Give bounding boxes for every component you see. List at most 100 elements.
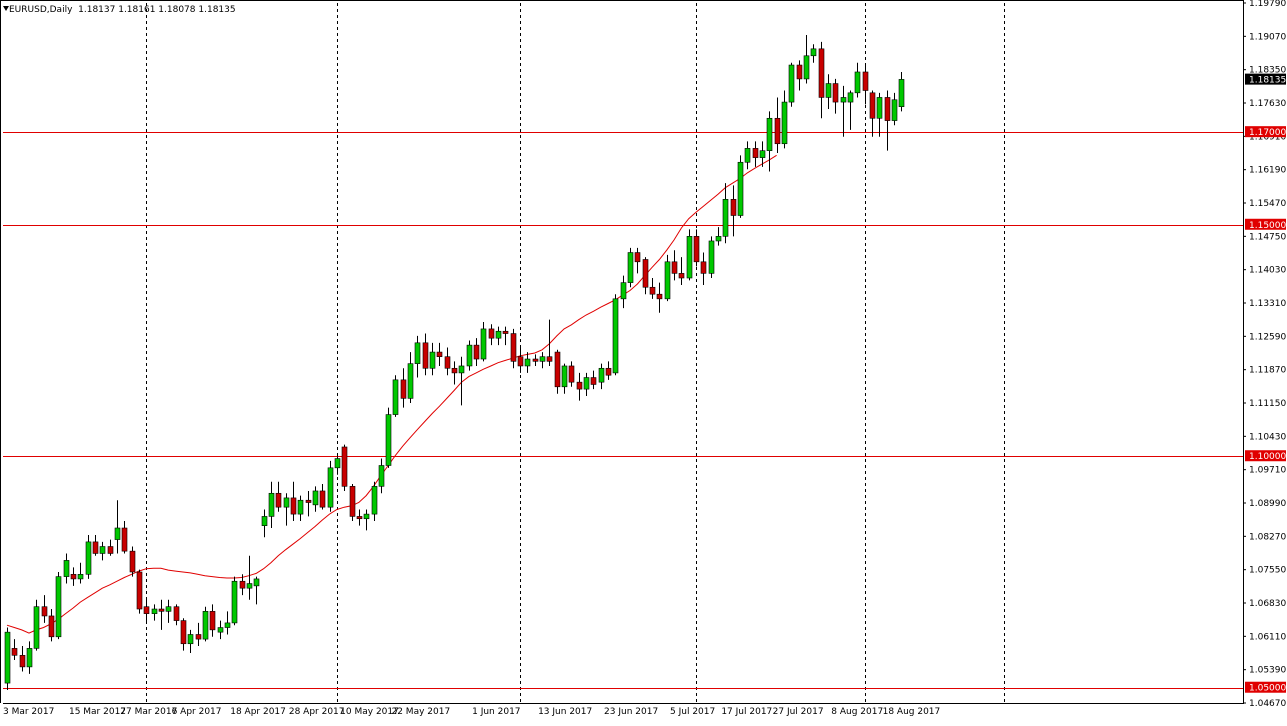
price-tick-label: 1.11150 bbox=[1249, 399, 1286, 409]
candle-body bbox=[766, 117, 773, 151]
candle-body bbox=[568, 365, 575, 383]
candle-body bbox=[202, 611, 209, 640]
candle bbox=[715, 227, 722, 246]
price-tick-label: 1.06110 bbox=[1249, 632, 1286, 642]
candle-body bbox=[715, 236, 722, 242]
candle bbox=[664, 254, 671, 302]
price-tick-label: 1.09710 bbox=[1249, 466, 1286, 476]
candle bbox=[884, 90, 891, 151]
candle-body bbox=[700, 261, 707, 274]
candle bbox=[840, 85, 847, 137]
candle-body bbox=[436, 351, 443, 358]
candle-body bbox=[268, 492, 275, 517]
candle bbox=[583, 372, 590, 397]
time-axis-label: 10 May 2017 bbox=[340, 707, 399, 717]
candle bbox=[400, 368, 407, 408]
candle bbox=[510, 328, 517, 369]
candle-body bbox=[99, 546, 106, 554]
candle bbox=[99, 541, 106, 561]
candle bbox=[766, 111, 773, 172]
candle bbox=[759, 141, 766, 167]
candle bbox=[275, 481, 282, 512]
candle bbox=[627, 247, 634, 288]
candle bbox=[818, 41, 825, 119]
candle-body bbox=[378, 465, 385, 487]
candle-body bbox=[664, 261, 671, 300]
ohlc-values: 1.18137 1.18161 1.18078 1.18135 bbox=[78, 5, 236, 15]
candle bbox=[136, 569, 143, 614]
candle-body bbox=[656, 293, 663, 300]
candle bbox=[173, 604, 180, 626]
candle-body bbox=[92, 541, 99, 554]
candle bbox=[11, 639, 18, 660]
candle bbox=[466, 340, 473, 371]
candle-body bbox=[781, 101, 788, 145]
candle bbox=[202, 606, 209, 642]
price-tick-label: 1.11870 bbox=[1249, 366, 1286, 376]
candle-body bbox=[891, 99, 898, 121]
candle bbox=[722, 183, 729, 244]
candle-body bbox=[48, 615, 55, 638]
time-axis-label: 13 Jun 2017 bbox=[538, 707, 592, 717]
candle-body bbox=[414, 342, 421, 364]
candle-body bbox=[290, 497, 297, 515]
time-axis-label: 8 Aug 2017 bbox=[831, 707, 883, 717]
time-axis-label: 6 Apr 2017 bbox=[172, 707, 222, 717]
candle-body bbox=[671, 261, 678, 274]
price-badges: 1.17000 1.15000 1.10000 1.05000 1.18135 bbox=[1245, 73, 1286, 694]
axes bbox=[0, 0, 1244, 704]
candle bbox=[231, 576, 238, 626]
candle bbox=[165, 599, 172, 623]
candle bbox=[502, 326, 509, 346]
candle bbox=[825, 74, 832, 110]
candle-body bbox=[752, 148, 759, 158]
level-badge bbox=[1245, 218, 1286, 230]
candle bbox=[63, 553, 70, 584]
candle-body bbox=[261, 516, 268, 526]
chart-menu-arrow-icon[interactable] bbox=[3, 6, 9, 11]
level-badge-label: 1.17000 bbox=[1249, 128, 1286, 138]
candle-body bbox=[180, 620, 187, 645]
candle-body bbox=[400, 379, 407, 399]
price-tick-label: 1.05390 bbox=[1249, 666, 1286, 676]
candle bbox=[158, 599, 165, 630]
price-tick-label: 1.19790 bbox=[1249, 0, 1286, 9]
candle-body bbox=[693, 236, 700, 263]
candle-body bbox=[517, 356, 524, 367]
candle-body bbox=[554, 351, 561, 388]
candle-body bbox=[275, 492, 282, 508]
price-tick-label: 1.13310 bbox=[1249, 299, 1286, 309]
candle bbox=[898, 71, 905, 112]
candle-body bbox=[788, 64, 795, 103]
candle-body bbox=[349, 486, 356, 517]
price-tick-label: 1.19070 bbox=[1249, 32, 1286, 42]
level-badge-label: 1.15000 bbox=[1249, 221, 1286, 231]
candle-body bbox=[392, 379, 399, 415]
candle bbox=[114, 500, 121, 554]
candle-body bbox=[77, 573, 84, 580]
candle-body bbox=[121, 527, 128, 552]
time-axis-label: 18 Apr 2017 bbox=[230, 707, 286, 717]
candle bbox=[598, 363, 605, 390]
price-tick-label: 1.08990 bbox=[1249, 499, 1286, 509]
price-tick-label: 1.07550 bbox=[1249, 566, 1286, 576]
candle-body bbox=[612, 298, 619, 374]
candle-body bbox=[114, 527, 121, 540]
candle-body bbox=[510, 333, 517, 362]
candle-body bbox=[297, 499, 304, 515]
price-tick-label: 1.12590 bbox=[1249, 332, 1286, 342]
candle-body bbox=[41, 606, 48, 617]
candle-body bbox=[832, 83, 839, 103]
candle bbox=[480, 321, 487, 362]
candle-body bbox=[217, 627, 224, 633]
candle bbox=[246, 555, 253, 600]
candle bbox=[341, 444, 348, 491]
candle bbox=[371, 481, 378, 522]
candle-body bbox=[451, 367, 458, 374]
candle bbox=[803, 34, 810, 84]
candles bbox=[4, 34, 905, 691]
candle bbox=[180, 618, 187, 651]
candle bbox=[524, 352, 531, 373]
